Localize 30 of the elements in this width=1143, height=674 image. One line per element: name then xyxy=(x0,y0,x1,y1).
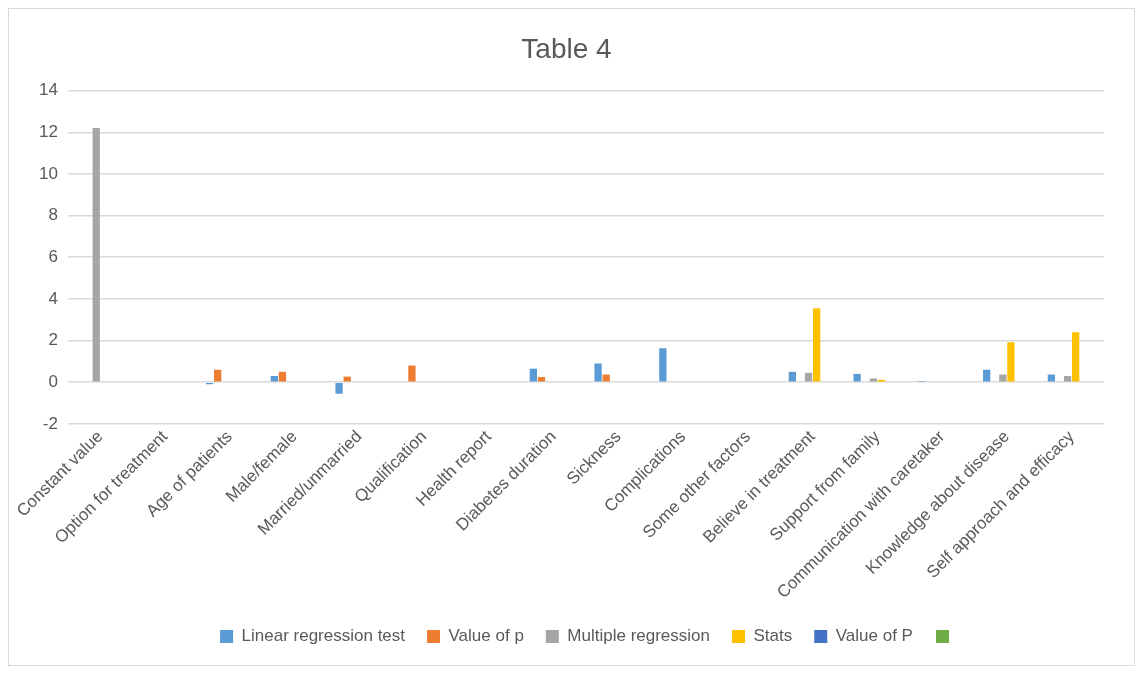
bar xyxy=(214,369,222,382)
chart-title: Table 4 xyxy=(521,32,612,64)
bar xyxy=(408,365,416,382)
bar xyxy=(278,371,287,382)
bar xyxy=(982,369,991,382)
bar xyxy=(853,373,861,382)
y-tick-label: 4 xyxy=(48,288,58,308)
bar xyxy=(869,378,877,382)
y-tick-label: 8 xyxy=(48,205,58,225)
y-tick-label: -2 xyxy=(42,413,58,433)
bar xyxy=(335,382,343,394)
bar xyxy=(1072,332,1080,382)
y-tick-label: 6 xyxy=(48,246,58,266)
bar xyxy=(788,371,797,382)
y-tick-label: 14 xyxy=(38,80,58,100)
legend-label: Value of p xyxy=(448,626,524,646)
y-tick-label: 0 xyxy=(48,371,58,391)
y-tick-label: 2 xyxy=(48,330,58,350)
legend-label: Linear regression test xyxy=(241,626,406,646)
legend-label: Value of P xyxy=(835,626,913,646)
bar xyxy=(659,348,667,382)
y-tick-label: 12 xyxy=(38,121,58,141)
bar xyxy=(1007,342,1015,382)
y-tick-label: 10 xyxy=(38,163,58,183)
bar xyxy=(594,363,602,382)
bar xyxy=(529,368,537,382)
legend-label: Multiple regression xyxy=(567,626,711,646)
legend-label: Stats xyxy=(753,626,793,646)
bar xyxy=(813,308,821,382)
bar xyxy=(92,128,100,382)
